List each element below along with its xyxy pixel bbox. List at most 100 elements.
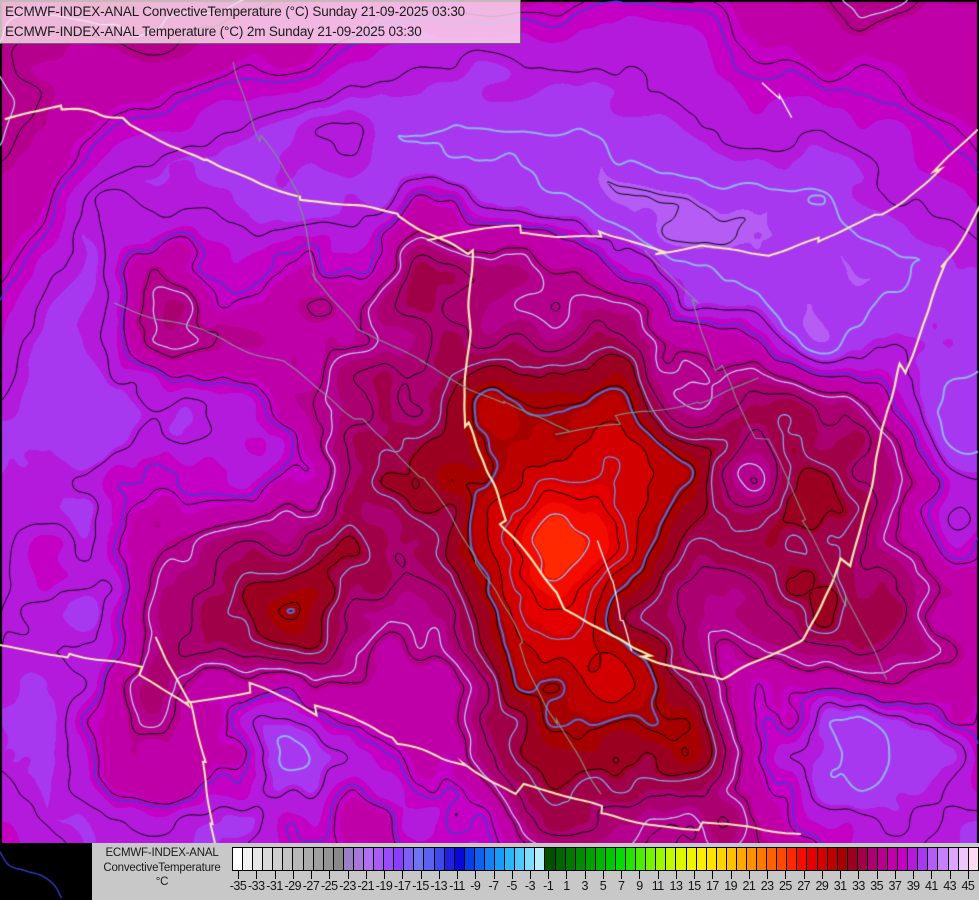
colorbar-swatch <box>636 848 647 870</box>
colorbar-tick-label: -29 <box>284 879 302 893</box>
colorbar-tick-label: -27 <box>302 879 320 893</box>
colorbar-tick-label: 35 <box>870 879 884 893</box>
colorbar-tick <box>238 871 240 879</box>
colorbar-swatch <box>243 848 254 870</box>
colorbar-tick <box>566 871 568 879</box>
colorbar-tick <box>767 871 769 879</box>
colorbar-swatch <box>918 848 929 870</box>
colorbar-tick-label: 31 <box>833 879 847 893</box>
colorbar-tick <box>529 871 531 879</box>
colorbar-tick <box>821 871 823 879</box>
colorbar-swatch <box>767 848 778 870</box>
colorbar-tick-label: -5 <box>506 879 518 893</box>
colorbar-tick-label: 21 <box>742 879 756 893</box>
colorbar-tick <box>712 871 714 879</box>
colorbar-tick-label: 11 <box>651 879 664 893</box>
colorbar-tick-label: 19 <box>724 879 738 893</box>
colorbar-tick-label: 33 <box>851 879 865 893</box>
colorbar[interactable] <box>232 847 979 871</box>
colorbar-tick <box>748 871 750 879</box>
colorbar-swatch <box>535 848 546 870</box>
colorbar-tick <box>621 871 623 879</box>
colorbar-swatch <box>585 848 596 870</box>
colorbar-tick <box>329 871 331 879</box>
colorbar-swatch <box>495 848 506 870</box>
colorbar-tick <box>402 871 404 879</box>
colorbar-swatch <box>656 848 667 870</box>
colorbar-swatch <box>263 848 274 870</box>
colorbar-swatch <box>384 848 395 870</box>
colorbar-tick <box>274 871 276 879</box>
colorbar-swatch <box>323 848 334 870</box>
colorbar-tick-label: -11 <box>449 879 465 893</box>
colorbar-swatch <box>273 848 284 870</box>
colorbar-swatch <box>434 848 445 870</box>
colorbar-swatch <box>706 848 717 870</box>
colorbar-tick <box>694 871 696 879</box>
colorbar-swatch <box>605 848 616 870</box>
colorbar-tick-label: -9 <box>470 879 481 893</box>
colorbar-tick <box>292 871 294 879</box>
colorbar-swatch <box>777 848 788 870</box>
colorbar-wrapper: -35 -33 -31 -29 -27 -25 -23 -21 -19 -17 -15 -13 -11-… <box>230 843 979 897</box>
colorbar-swatch <box>817 848 828 870</box>
legend-units-label: °C <box>155 876 169 888</box>
colorbar-tick <box>365 871 367 879</box>
colorbar-swatch <box>515 848 526 870</box>
colorbar-swatch <box>364 848 375 870</box>
colorbar-swatch <box>878 848 889 870</box>
colorbar-tick-label: -13 <box>430 879 448 893</box>
legend-model-label: ECMWF-INDEX-ANAL <box>105 847 219 859</box>
colorbar-swatch <box>676 848 687 870</box>
colorbar-ticks <box>232 871 979 879</box>
colorbar-tick-label: 17 <box>705 879 719 893</box>
colorbar-tick-label: 15 <box>687 879 701 893</box>
colorbar-swatch <box>454 848 465 870</box>
legend-panel: ECMWF-INDEX-ANAL ConvectiveTemperature °… <box>92 843 979 900</box>
colorbar-swatch <box>928 848 939 870</box>
colorbar-swatch <box>757 848 768 870</box>
colorbar-swatch <box>525 848 536 870</box>
colorbar-tick-label: -33 <box>248 879 265 893</box>
colorbar-tick <box>803 871 805 879</box>
colorbar-swatch <box>343 848 354 870</box>
colorbar-swatch <box>474 848 485 870</box>
colorbar-swatch <box>857 848 868 870</box>
colorbar-tick-label: 29 <box>815 879 829 893</box>
colorbar-tick <box>913 871 915 879</box>
colorbar-tick <box>384 871 386 879</box>
colorbar-swatch <box>313 848 324 870</box>
colorbar-swatch <box>867 848 878 870</box>
colorbar-tick <box>675 871 677 879</box>
colorbar-tick <box>511 871 513 879</box>
colorbar-swatch <box>555 848 566 870</box>
colorbar-tick <box>584 871 586 879</box>
colorbar-tick-label: 5 <box>599 879 607 893</box>
colorbar-swatch <box>666 848 677 870</box>
colorbar-tick-label: 37 <box>888 879 902 893</box>
colorbar-tick <box>475 871 477 879</box>
colorbar-tick-label: -23 <box>339 879 356 893</box>
colorbar-swatch <box>374 848 385 870</box>
colorbar-swatch <box>595 848 606 870</box>
colorbar-swatch <box>233 848 244 870</box>
colorbar-swatch <box>646 848 657 870</box>
colorbar-tick <box>457 871 458 879</box>
colorbar-swatch <box>716 848 727 870</box>
colorbar-tick-label: 41 <box>924 879 938 893</box>
colorbar-swatch <box>404 848 415 870</box>
colorbar-swatch <box>575 848 586 870</box>
colorbar-swatch <box>353 848 365 870</box>
colorbar-tick <box>967 871 969 879</box>
colorbar-tick <box>785 871 787 879</box>
colorbar-tick <box>548 871 550 879</box>
colorbar-swatch <box>736 848 747 870</box>
colorbar-swatch <box>847 848 858 870</box>
colorbar-swatch <box>414 848 425 870</box>
colorbar-tick-label: -7 <box>488 879 499 893</box>
colorbar-swatch <box>797 848 808 870</box>
colorbar-tick-label: 3 <box>581 879 588 893</box>
colorbar-tick-label: -1 <box>543 879 554 893</box>
colorbar-swatch <box>545 848 556 870</box>
